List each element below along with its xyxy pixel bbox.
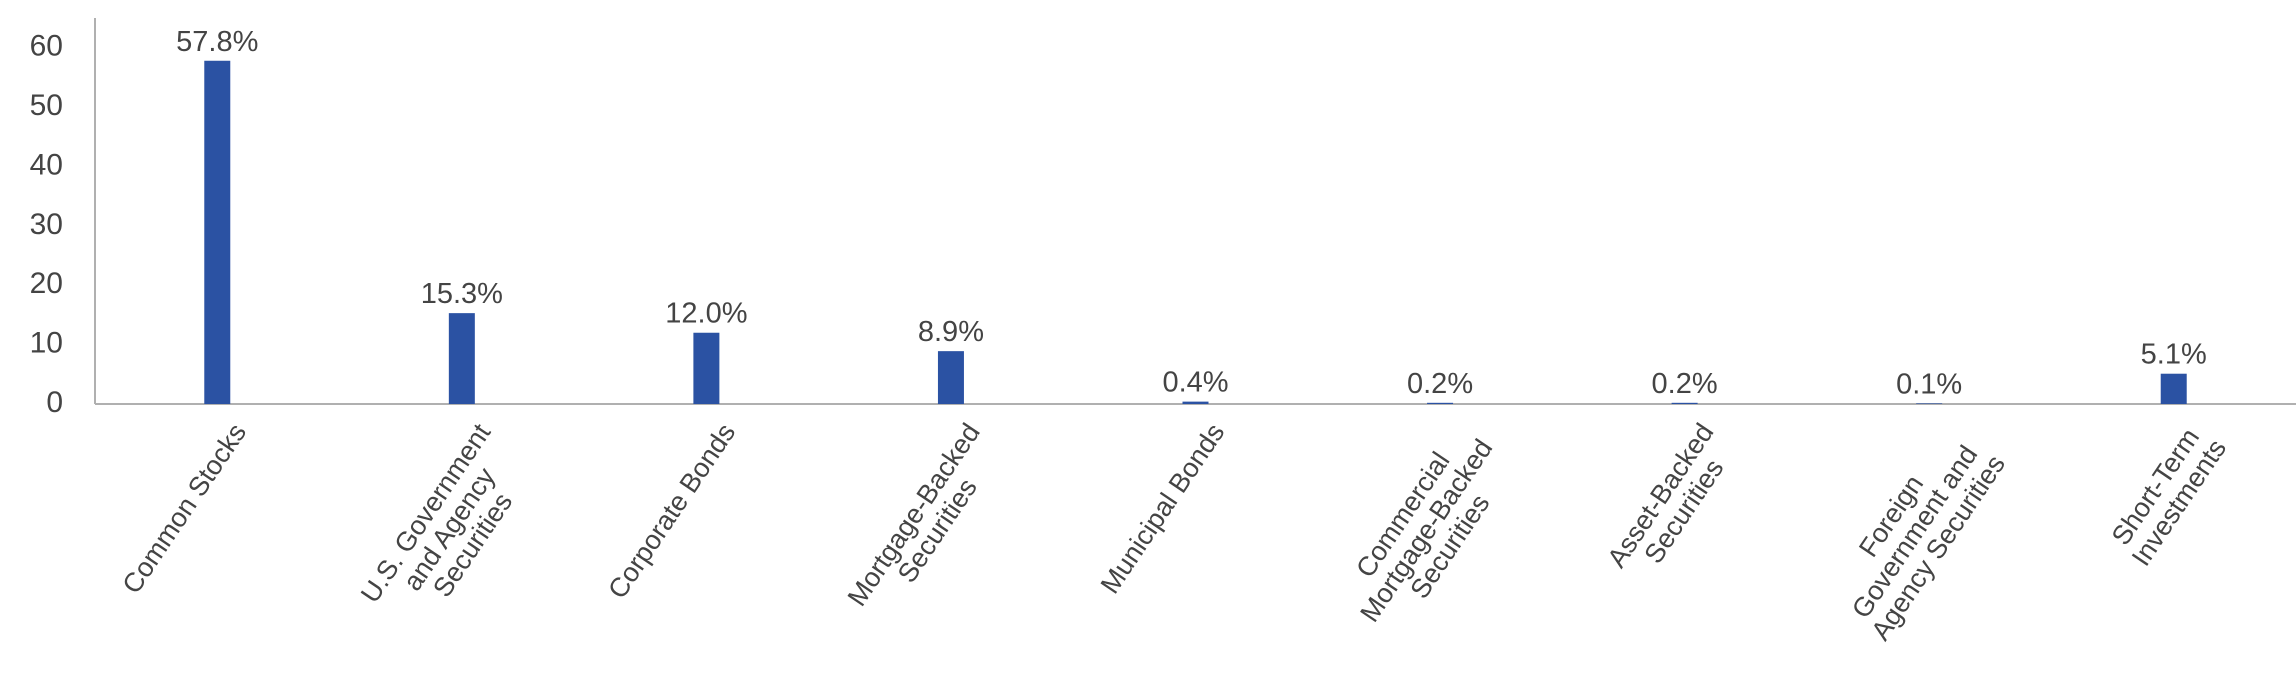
- x-tick-label-group: CommercialMortgage-BackedSecurities: [1331, 418, 1522, 643]
- y-tick-label: 40: [30, 148, 63, 181]
- x-tick-label: U.S. Governmentand AgencySecurities: [355, 418, 544, 640]
- x-tick-label: Asset-BackedSecurities: [1601, 418, 1743, 589]
- value-label: 0.2%: [1407, 368, 1473, 400]
- value-label: 5.1%: [2141, 339, 2207, 371]
- bar: [2160, 373, 2187, 404]
- value-label: 0.1%: [1896, 368, 1962, 400]
- y-tick-label: 60: [30, 30, 63, 63]
- value-label: 12.0%: [665, 298, 747, 330]
- bar: [1182, 401, 1209, 404]
- bar: [1916, 403, 1943, 404]
- x-tick-label: CommercialMortgage-BackedSecurities: [1331, 418, 1522, 643]
- value-label: 57.8%: [176, 26, 258, 58]
- y-tick-label: 30: [30, 208, 63, 241]
- x-tick-label: Short-TermInvestments: [2102, 418, 2232, 571]
- bar: [448, 313, 475, 404]
- x-tick-label: ForeignGovernment andAgency Securities: [1818, 418, 2011, 646]
- y-tick-label: 0: [46, 386, 63, 419]
- x-tick-label-group: Municipal Bonds: [1095, 418, 1231, 599]
- value-label: 0.2%: [1652, 368, 1718, 400]
- x-tick-label: Mortgage-BackedSecurities: [842, 418, 1010, 627]
- x-tick-label: Common Stocks: [117, 418, 253, 599]
- value-label: 8.9%: [918, 316, 984, 348]
- x-tick-label-group: ForeignGovernment andAgency Securities: [1818, 418, 2011, 646]
- x-tick-label-group: Short-TermInvestments: [2102, 418, 2232, 571]
- x-tick-label: Corporate Bonds: [602, 418, 741, 604]
- bar: [937, 351, 964, 404]
- y-tick-label: 20: [30, 267, 63, 300]
- x-tick-label-group: Common Stocks: [117, 418, 253, 599]
- value-label: 15.3%: [421, 278, 503, 310]
- bar: [693, 332, 720, 404]
- bar: [1671, 402, 1698, 404]
- x-tick-label-group: U.S. Governmentand AgencySecurities: [355, 418, 544, 640]
- x-tick-label-group: Corporate Bonds: [602, 418, 741, 604]
- y-tick-label: 10: [30, 327, 63, 360]
- x-tick-label-group: Mortgage-BackedSecurities: [842, 418, 1010, 627]
- value-label: 0.4%: [1162, 367, 1228, 399]
- bar: [204, 60, 231, 404]
- x-tick-label-group: Asset-BackedSecurities: [1601, 418, 1743, 589]
- bar: [1427, 402, 1454, 404]
- x-tick-label: Municipal Bonds: [1095, 418, 1231, 599]
- y-tick-label: 50: [30, 89, 63, 122]
